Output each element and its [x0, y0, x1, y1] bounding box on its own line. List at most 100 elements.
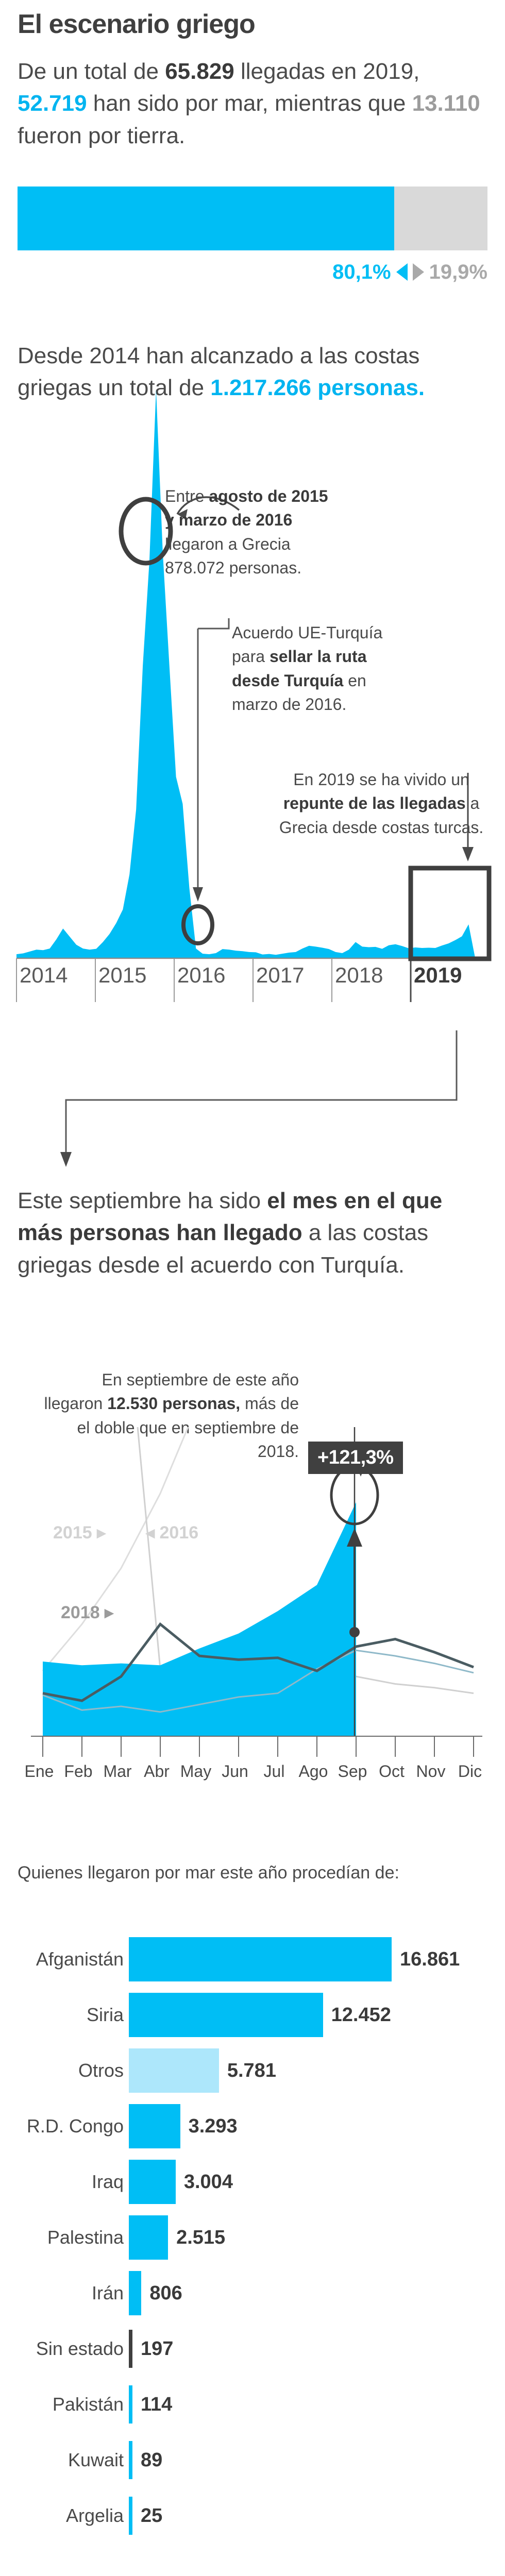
bar-category-label: Argelia	[65, 2505, 124, 2526]
bar-category-label: Sin estado	[36, 2338, 124, 2359]
bar-fill	[129, 2160, 176, 2204]
section3-line2-suffix: a las costas	[302, 1220, 429, 1246]
section4-line1: Quienes llegaron por mar este año	[18, 1863, 288, 1883]
bar-row: Irán 806	[0, 2271, 505, 2315]
section3-line3: griegas desde el acuerdo con Turquía.	[18, 1252, 405, 1278]
september-highlight: 12.530 personas,	[107, 1394, 241, 1413]
intro-line1-suffix: llegadas en 2019,	[234, 59, 420, 84]
monthly-comparison-chart: +121,3% 2015 ▸ ◂ 2016 2018 ▸	[14, 540, 489, 1757]
section3-highlight-1: el mes en el que	[267, 1188, 443, 1213]
year-label-2018: 2018	[335, 963, 383, 987]
section2-line2: griegas un total de	[18, 375, 211, 401]
deal-leader-arrowhead	[193, 887, 203, 902]
connector-arrowhead	[60, 1152, 72, 1167]
peak-callout-arrowhead	[177, 509, 188, 519]
intro-land-arrivals: 13.110	[412, 91, 480, 116]
deal-line4: marzo de 2016.	[232, 695, 347, 714]
intro-paragraph: De un total de 65.829 llegadas en 2019, …	[18, 56, 487, 152]
section4-paragraph: Quienes llegaron por mar este año proced…	[18, 1860, 487, 1886]
annotation-september: En septiembre de este año llegaron 12.53…	[41, 1368, 299, 1464]
month-label-ago: Ago	[298, 1762, 328, 1781]
split-bar-track	[18, 187, 487, 250]
month-label-sep: Sep	[338, 1762, 367, 1781]
september-2018-point	[349, 1627, 360, 1637]
bar-row: Sin estado 197	[0, 2327, 505, 2371]
bar-row: Palestina 2.515	[0, 2215, 505, 2260]
section4-line2: procedían de:	[292, 1863, 399, 1883]
peak-highlight-1: agosto de 2015 y	[165, 487, 328, 530]
september-line3: más de el doble que en	[77, 1394, 299, 1437]
bar-row: Siria 12.452	[0, 1993, 505, 2037]
annotation-peak: Entre agosto de 2015 y marzo de 2016 lle…	[165, 484, 335, 580]
rebound-arrowhead	[462, 847, 474, 861]
bar-fill	[129, 2385, 132, 2424]
section3-highlight-2: más personas han llegado	[18, 1220, 302, 1246]
peak-text-prefix: Entre	[165, 487, 209, 505]
yearly-area-chart-svg	[16, 389, 492, 1002]
bar-value-label: 25	[141, 2505, 163, 2527]
legend-2016-label: 2016	[159, 1523, 199, 1543]
bar-fill	[129, 2215, 169, 2260]
bar-value-label: 16.861	[400, 1948, 460, 1970]
bar-fill	[129, 1993, 323, 2037]
section2-total-highlight: 1.217.266 personas.	[210, 375, 425, 401]
bar-category-label: Palestina	[47, 2227, 124, 2248]
bar-row: Afganistán 16.861	[0, 1937, 505, 1981]
yearly-area-chart: 2014 2015 2016 2017 2018 2019	[7, 361, 498, 1005]
deal-line3-suffix: en	[343, 671, 366, 690]
month-label-may: May	[180, 1762, 212, 1781]
peak-callout-arrow	[176, 496, 240, 515]
triangle-right-icon	[412, 263, 424, 281]
month-label-feb: Feb	[64, 1762, 93, 1781]
year-label-2015: 2015	[98, 963, 147, 987]
bar-fill	[129, 2497, 132, 2535]
deal-leader-elbow	[198, 618, 230, 630]
year-label-2014: 2014	[20, 963, 68, 987]
series-line-2018	[42, 1622, 474, 1702]
bar-row: Iraq 3.004	[0, 2160, 505, 2204]
month-label-jun: Jun	[222, 1762, 248, 1781]
month-label-jul: Jul	[263, 1762, 285, 1781]
legend-2015-label: 2015	[53, 1523, 92, 1543]
bar-fill	[129, 2048, 219, 2093]
monthly-chart-svg	[31, 540, 482, 1737]
split-bar-legend: 80,1% 19,9%	[18, 258, 487, 286]
month-label-oct: Oct	[379, 1762, 405, 1781]
peak-text-mid: llegaron a	[165, 534, 238, 553]
month-label-nov: Nov	[416, 1762, 446, 1781]
bar-fill	[129, 2441, 132, 2479]
yearly-axis-labels: 2014 2015 2016 2017 2018 2019	[7, 964, 498, 995]
bar-row: Pakistán 114	[0, 2382, 505, 2427]
bar-value-label: 197	[141, 2338, 174, 2360]
section2-line1: Desde 2014 han alcanzado a las costas	[18, 343, 420, 368]
split-bar-sea-fill	[18, 187, 394, 250]
bar-value-label: 114	[141, 2394, 173, 2415]
sea-land-split-chart: 80,1% 19,9%	[18, 187, 487, 283]
intro-line1-prefix: De un total de	[18, 59, 165, 84]
deal-circle-marker	[181, 904, 214, 945]
land-percentage-label: 19,9%	[429, 260, 487, 283]
september-line1: En septiembre de este año	[102, 1370, 299, 1389]
rebound-line3: Grecia desde costas turcas.	[279, 818, 484, 837]
bar-category-label: Afganistán	[36, 1948, 124, 1970]
bar-row: Kuwait 89	[0, 2438, 505, 2482]
connector-svg	[60, 1030, 458, 1167]
month-label-dic: Dic	[458, 1762, 482, 1781]
peak-circle-marker	[119, 497, 173, 566]
bar-category-label: Irán	[91, 2282, 124, 2303]
bar-category-label: Siria	[86, 2004, 124, 2025]
month-label-mar: Mar	[103, 1762, 132, 1781]
deal-line1: Acuerdo UE-Turquía	[232, 623, 383, 642]
bar-row: Otros 5.781	[0, 2048, 505, 2093]
bar-value-label: 5.781	[227, 2060, 276, 2081]
growth-arrowhead	[347, 1528, 362, 1547]
section3-line1-prefix: Este septiembre ha sido	[18, 1188, 267, 1213]
intro-line2-mid: han sido por mar, mientras que	[87, 91, 412, 116]
legend-2018: 2018 ▸	[61, 1603, 114, 1622]
nationality-bar-chart: Afganistán 16.861 Siria 12.452 Otros 5.781 R.D…	[0, 1937, 505, 2549]
bar-fill	[129, 2330, 132, 2368]
bar-value-label: 3.004	[183, 2171, 233, 2193]
deal-line2-prefix: para	[232, 647, 270, 666]
monthly-axis-labels: Ene Feb Mar Abr May Jun Jul Ago Sep Oct …	[11, 1762, 494, 1788]
